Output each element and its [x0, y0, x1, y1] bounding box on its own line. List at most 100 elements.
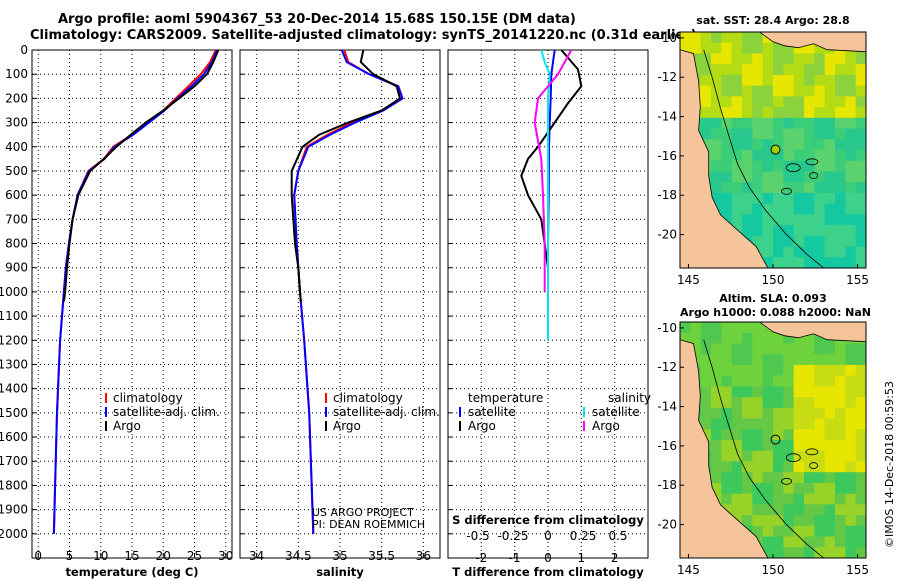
ocean-cell [721, 192, 733, 205]
ocean-cell [742, 504, 753, 516]
secondary-x-tick-label: 0.5 [608, 529, 627, 543]
ocean-cell [814, 418, 826, 430]
ocean-cell [804, 493, 815, 505]
ocean-cell [793, 203, 805, 215]
ocean-cell [804, 515, 815, 527]
ocean-cell [835, 53, 846, 65]
ocean-cell [773, 96, 784, 108]
ocean-cell [752, 386, 764, 398]
ocean-cell [814, 461, 826, 473]
ocean-cell [814, 515, 826, 527]
ocean-cell [742, 225, 753, 237]
ocean-cell [783, 354, 795, 366]
ocean-cell [783, 225, 795, 237]
secondary-x-axis-label: S difference from climatology [452, 513, 644, 527]
ocean-cell [773, 450, 784, 463]
x-tick-label: 0 [544, 551, 552, 565]
ocean-cell [752, 139, 764, 151]
x-axis-label: temperature (deg C) [65, 565, 198, 579]
ocean-cell [793, 117, 805, 130]
y-tick-label: 1300 [0, 357, 28, 371]
ocean-cell [814, 225, 826, 237]
ocean-cell [804, 418, 815, 430]
ocean-cell [711, 472, 722, 484]
ocean-cell [814, 182, 826, 194]
lat-tick-label: -10 [657, 321, 677, 335]
ocean-cell [742, 515, 753, 527]
ocean-cell [783, 418, 795, 430]
y-tick-label: 800 [5, 237, 28, 251]
ocean-cell [680, 332, 691, 345]
ocean-cell [804, 182, 815, 194]
ocean-cell [783, 192, 795, 205]
ocean-cell [762, 429, 774, 441]
reef-outline [781, 187, 792, 195]
ocean-cell [773, 192, 784, 205]
ocean-cell [845, 96, 857, 108]
ocean-cell [762, 139, 774, 151]
legend-label: Argo [468, 419, 496, 433]
ocean-cell [835, 139, 846, 151]
ocean-cell [752, 192, 764, 205]
ocean-cell [845, 364, 857, 377]
ocean-cell [855, 482, 866, 495]
ocean-cell [731, 493, 743, 505]
ocean-cell [690, 42, 702, 55]
ocean-cell [721, 332, 733, 345]
ocean-cell [742, 472, 753, 484]
ocean-cell [731, 364, 743, 377]
ocean-cell [793, 536, 805, 548]
secondary-x-tick-label: 0.25 [570, 529, 597, 543]
ocean-cell [731, 386, 743, 398]
ocean-cell [804, 107, 815, 119]
ocean-cell [742, 214, 753, 226]
ocean-cell [752, 472, 764, 484]
x-tick-label: 15 [124, 549, 139, 563]
ocean-cell [762, 246, 774, 258]
ocean-cell [804, 364, 815, 377]
ocean-cell [731, 74, 743, 87]
ocean-cell [783, 171, 795, 183]
ocean-cell [752, 96, 764, 108]
ocean-cell [742, 407, 753, 420]
ocean-cell [752, 203, 764, 215]
ocean-cell [824, 171, 836, 183]
y-tick-label: 400 [5, 140, 28, 154]
ocean-cell [855, 182, 866, 194]
ocean-cell [835, 171, 846, 183]
ocean-cell [731, 482, 743, 495]
sst-map: -10 -12 -14 -16 -18 -20 145 150 155 [657, 31, 869, 287]
ocean-cell [804, 257, 815, 268]
ocean-cell [824, 504, 836, 516]
ocean-cell [700, 117, 712, 130]
ocean-cell [731, 354, 743, 366]
y-tick-label: 1700 [0, 454, 28, 468]
ocean-cell [835, 493, 846, 505]
y-tick-label: 100 [5, 67, 28, 81]
lon-tick-label: 155 [846, 273, 869, 287]
ocean-cell [793, 493, 805, 505]
ocean-cell [824, 525, 836, 538]
ocean-cell [742, 354, 753, 366]
ocean-cell [762, 547, 774, 558]
lat-tick-label: -20 [657, 228, 677, 242]
ocean-cell [855, 235, 866, 248]
reef-outline [785, 163, 801, 173]
ocean-cell [814, 53, 826, 65]
ocean-cell [742, 450, 753, 463]
ocean-cell [731, 182, 743, 194]
ocean-cell [845, 225, 857, 237]
ocean-cell [835, 64, 846, 76]
ocean-cell [835, 536, 846, 548]
ocean-cell [835, 96, 846, 108]
ocean-cell [773, 364, 784, 377]
ocean-cell [835, 461, 846, 473]
ocean-cell [824, 440, 836, 452]
ocean-cell [773, 418, 784, 430]
ocean-cell [773, 85, 784, 97]
ocean-cell [731, 332, 743, 345]
ocean-cell [742, 42, 753, 55]
ocean-cell [824, 85, 836, 97]
ocean-cell [793, 225, 805, 237]
ocean-cell [773, 407, 784, 420]
